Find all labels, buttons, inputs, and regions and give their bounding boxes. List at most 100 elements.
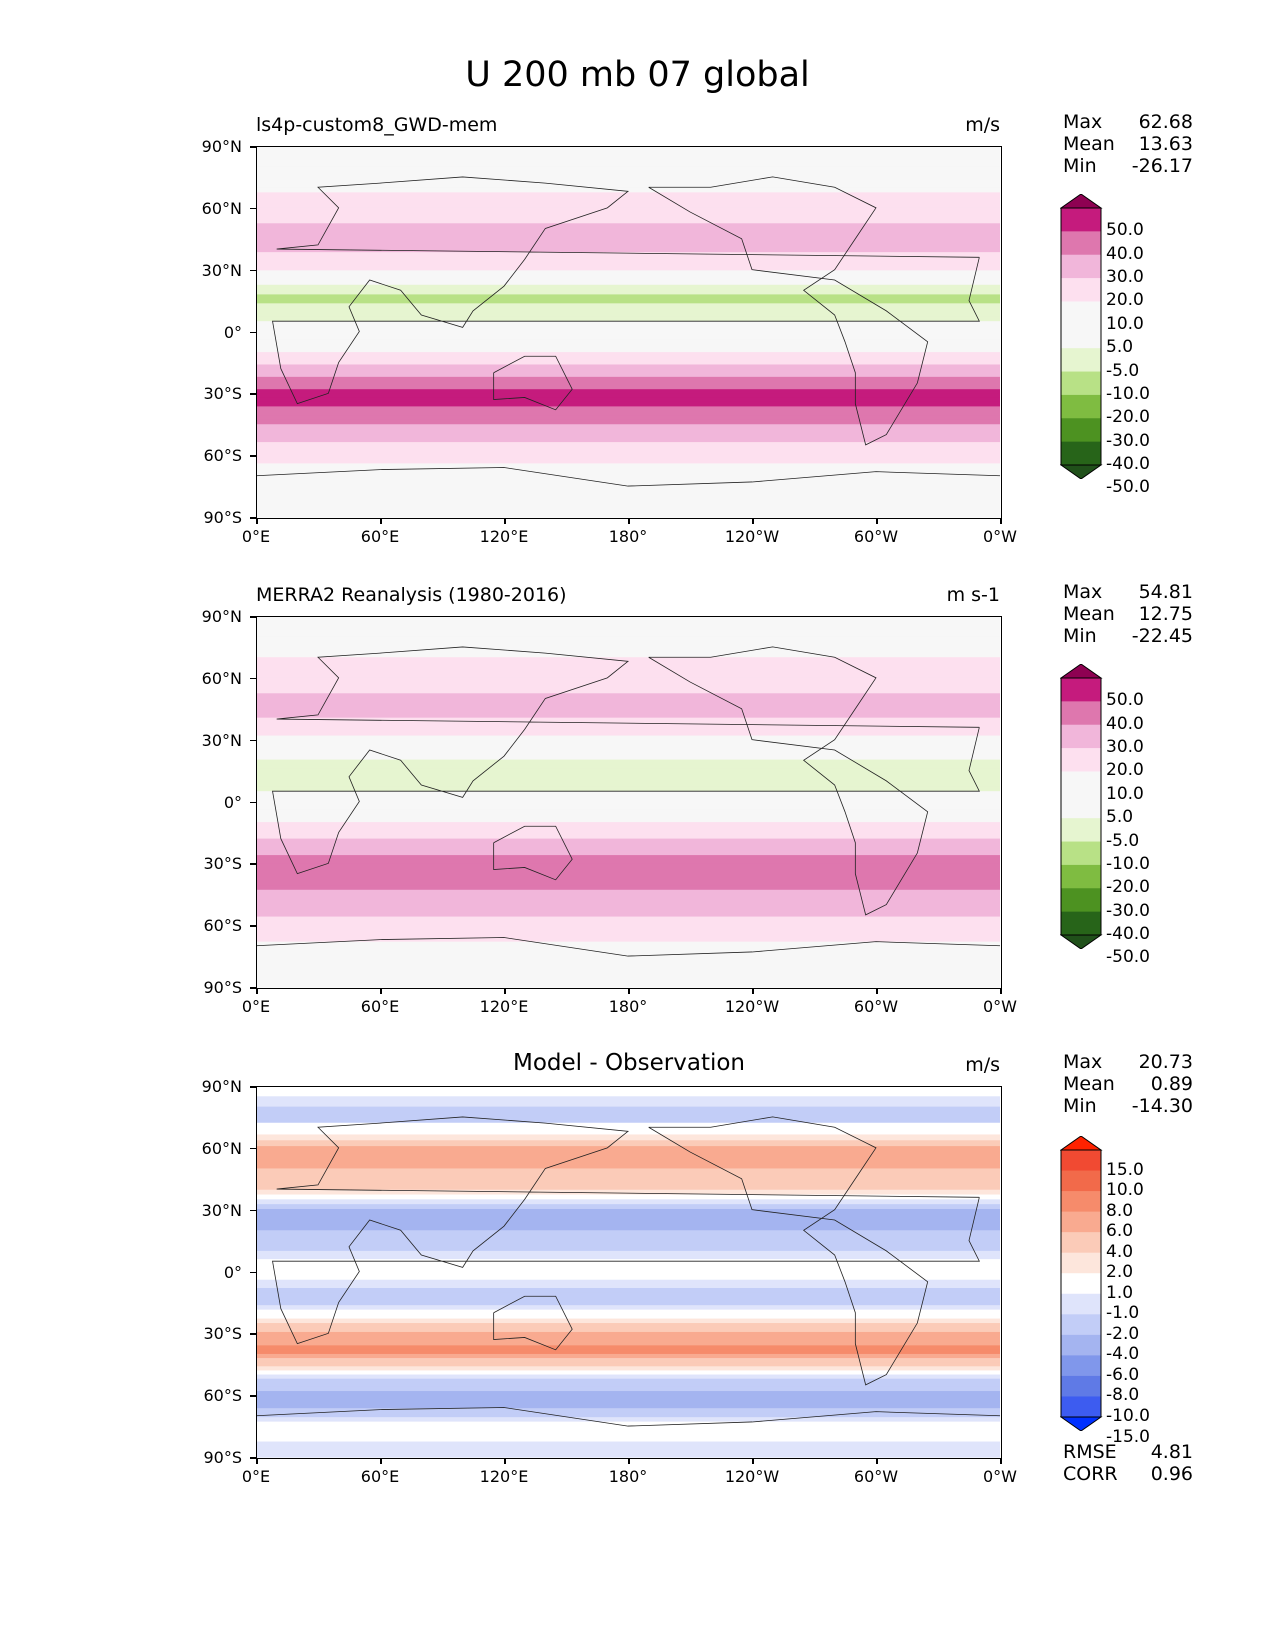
y-tick-label: 90°S: [203, 1448, 242, 1467]
colorbar-tick-label: -30.0: [1106, 900, 1150, 921]
colorbar-segment: [1061, 441, 1101, 466]
colorbar-tick-label: 10.0: [1106, 783, 1144, 804]
field-band: [256, 385, 1000, 390]
field-band: [256, 768, 1000, 774]
coastline: [493, 355, 573, 411]
field-band: [256, 321, 1000, 327]
map-plot[interactable]: [256, 1086, 1002, 1458]
x-tick-mark: [504, 988, 506, 994]
field-band: [256, 1426, 1000, 1432]
field-band: [256, 925, 1000, 930]
y-tick-mark: [250, 1395, 256, 1397]
field-band: [256, 1391, 1000, 1396]
x-tick-label: 0°W: [983, 527, 1017, 546]
colorbar-top-extend: [1059, 193, 1103, 209]
field-band: [256, 1340, 1000, 1346]
field-band: [256, 1230, 1000, 1237]
colorbar-segment: [1061, 231, 1101, 256]
colorbar-tick-label: 4.0: [1106, 1241, 1134, 1262]
field-band: [256, 1417, 1000, 1423]
corr-label: CORR: [1063, 1463, 1118, 1485]
x-tick-mark: [752, 1458, 754, 1464]
field-band: [256, 442, 1000, 448]
field-band: [256, 372, 1000, 378]
x-tick-label: 120°E: [479, 527, 529, 546]
coastline: [493, 1295, 573, 1351]
colorbar-frame: [1060, 677, 1102, 936]
field-band: [256, 243, 1000, 249]
field-band: [256, 735, 1000, 741]
y-tick-label: 30°S: [203, 384, 242, 404]
field-band: [256, 187, 1000, 193]
y-tick-mark: [250, 863, 256, 865]
y-tick-label: 60°N: [201, 1138, 242, 1158]
field-band: [256, 850, 1000, 856]
field-band: [256, 885, 1000, 891]
colorbar-segment: [1061, 1273, 1101, 1295]
field-band: [256, 475, 1000, 484]
field-band: [256, 912, 1000, 918]
colorbar-segment: [1061, 1232, 1101, 1254]
max-label: Max: [1063, 1051, 1103, 1073]
colorbar-frame: [1060, 207, 1102, 466]
field-band: [256, 1250, 1000, 1256]
min-label: Min: [1063, 625, 1097, 647]
field-band: [256, 838, 1000, 844]
field-band: [256, 1353, 1000, 1359]
field-band: [256, 1204, 1000, 1210]
field-band: [256, 270, 1000, 276]
colorbar-tick-label: -15.0: [1106, 1426, 1150, 1447]
y-tick-label: 60°S: [203, 916, 242, 936]
error-stats-block: RMSE 4.81 CORR 0.96: [1063, 1441, 1193, 1485]
field-band: [256, 380, 1000, 386]
y-tick-label: 60°S: [203, 1386, 242, 1406]
field-band: [256, 496, 1000, 504]
field-band: [256, 171, 1000, 178]
x-tick-mark: [628, 518, 630, 524]
field-band: [256, 745, 1000, 751]
field-band: [256, 1151, 1000, 1159]
colorbar-tick-label: -1.0: [1106, 1303, 1140, 1324]
colorbar-tick-label: 1.0: [1106, 1282, 1134, 1303]
field-band: [256, 467, 1000, 473]
field-band: [256, 652, 1000, 658]
field-band: [256, 360, 1000, 366]
x-tick-label: 60°E: [360, 997, 400, 1016]
coastline: [648, 646, 929, 916]
min-value: -22.45: [1131, 625, 1193, 647]
colorbar-tick-label: -50.0: [1106, 947, 1150, 968]
field-band: [256, 1157, 1000, 1164]
colorbar-frame: [1060, 1149, 1102, 1418]
field-band: [256, 1235, 1000, 1242]
field-band: [256, 1412, 1000, 1418]
colorbar-tick-label: -2.0: [1106, 1323, 1140, 1344]
field-band: [256, 749, 1000, 756]
field-band: [256, 907, 1000, 913]
colorbar-bottom-extend: [1059, 934, 1103, 950]
y-tick-label: 90°S: [203, 978, 242, 997]
y-tick-label: 90°N: [201, 1077, 242, 1096]
field-band: [256, 941, 1000, 947]
y-tick-mark: [250, 987, 256, 989]
field-band: [256, 1111, 1000, 1118]
field-band: [256, 176, 1000, 183]
field-band: [256, 1106, 1000, 1113]
field-band: [256, 451, 1000, 456]
field-band: [256, 1374, 1000, 1380]
field-band: [256, 826, 1000, 831]
colorbar-tick-label: -8.0: [1106, 1385, 1140, 1406]
corr-value: 0.96: [1150, 1463, 1193, 1485]
field-band: [256, 1275, 1000, 1281]
colorbar-segment: [1061, 1314, 1101, 1336]
map-plot[interactable]: [256, 616, 1002, 988]
colorbar-segment: [1061, 1355, 1101, 1377]
stats-block: Max 20.73 Mean 0.89 Min -14.30: [1063, 1051, 1193, 1117]
colorbar-segment: [1061, 1396, 1101, 1418]
map-plot[interactable]: [256, 146, 1002, 518]
field-band: [256, 1436, 1000, 1443]
field-band: [256, 406, 1000, 412]
field-band: [256, 1292, 1000, 1297]
field-band: [256, 898, 1000, 904]
field-band: [256, 343, 1000, 349]
field-band: [256, 813, 1000, 819]
